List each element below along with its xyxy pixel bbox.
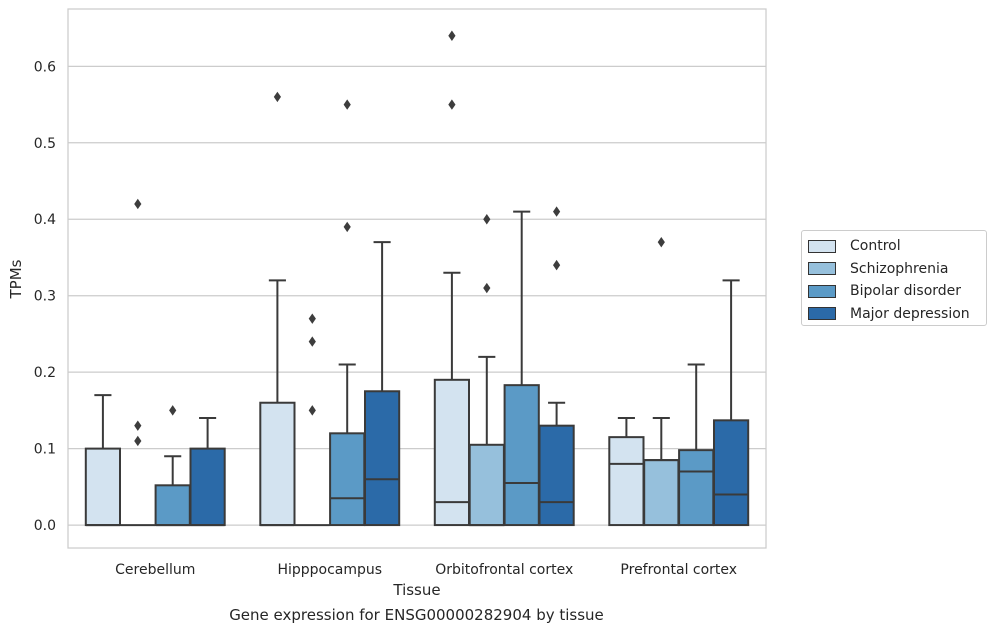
outlier-point [273,91,281,103]
outlier-point [134,198,142,210]
legend-item-control: Control [808,235,986,258]
box-major-depression-cerebellum [189,417,226,527]
legend-item-bipolar-disorder: Bipolar disorder [808,280,986,303]
y-tick-label: 0.6 [34,59,56,75]
box-body [154,484,191,527]
box-body [678,449,715,527]
box-body [329,432,366,527]
y-tick-label: 0.3 [34,289,56,305]
legend-label-control: Control [850,238,901,255]
outlier-point [448,99,456,110]
y-tick-label: 0.1 [34,442,56,458]
y-tick-label: 0.5 [34,136,56,152]
outlier-point [553,259,561,271]
legend-label-bipolar-disorder: Bipolar disorder [850,283,962,300]
x-axis-ticks: Cerebellum Hipppocampus Orbitofrontal cort… [115,562,737,578]
chart-caption: Gene expression for ENSG00000282904 by t… [229,606,604,624]
y-tick-label: 0.2 [34,365,56,381]
legend-swatch-schizophrenia [808,262,836,276]
outlier-point [308,313,316,324]
box-body [712,419,750,527]
box-control-prefrontal-cortex [608,417,645,527]
box-control-orbitofrontal-cortex [433,30,471,527]
outlier-point [308,405,316,416]
box-major-depression-prefrontal-cortex [712,279,750,527]
x-tick-label: Hipppocampus [277,562,382,578]
box-schizophrenia-cerebellum [120,198,155,527]
y-axis-title: TPMs [7,259,25,299]
outlier-point [343,221,351,233]
box-major-depression-orbitofrontal-cortex [538,206,575,527]
box-body [259,401,296,527]
box-control-cerebellum [84,394,122,527]
legend-label-schizophrenia: Schizophrenia [850,260,949,277]
box-body [503,384,540,527]
box-body [363,390,401,527]
box-bipolar-disorder-hipppocampus [329,99,366,527]
plot-frame [67,8,767,549]
legend-item-schizophrenia: Schizophrenia [808,258,986,281]
outlier-point [308,336,316,347]
legend-swatch-bipolar-disorder [808,284,836,298]
box-major-depression-hipppocampus [363,241,401,527]
box-bipolar-disorder-prefrontal-cortex [678,363,715,527]
box-bipolar-disorder-orbitofrontal-cortex [503,210,540,527]
outlier-point [169,405,177,416]
gridlines [68,65,766,526]
box-bipolar-disorder-cerebellum [154,405,191,527]
box-body [608,436,645,527]
x-tick-label: Prefrontal cortex [620,562,737,578]
x-tick-label: Cerebellum [115,562,195,578]
x-tick-label: Orbitofrontal cortex [435,562,573,578]
legend: Control Schizophrenia Bipolar disorder M… [801,230,987,326]
box-control-hipppocampus [259,91,296,527]
box-body [189,447,226,527]
legend-label-major-depression: Major depression [850,305,970,322]
box-body [84,447,122,527]
box-schizophrenia-prefrontal-cortex [643,236,680,527]
y-axis-ticks: 0.0 0.1 0.2 0.3 0.4 0.5 0.6 [34,59,56,534]
box-body [433,378,471,527]
outlier-point [448,30,456,41]
box-schizophrenia-hipppocampus [295,313,330,527]
outlier-point [553,206,561,217]
outlier-point [134,435,142,447]
outlier-point [657,236,665,248]
outlier-point [343,99,351,110]
outlier-point [134,420,142,431]
outlier-point [483,214,491,225]
box-body [468,443,505,527]
y-tick-label: 0.0 [34,518,56,534]
x-axis-title: Tissue [392,581,440,599]
legend-swatch-control [808,239,836,253]
box-schizophrenia-orbitofrontal-cortex [468,214,505,527]
legend-swatch-major-depression [808,307,836,321]
legend-item-major-depression: Major depression [808,303,986,326]
box-body [538,424,575,527]
outlier-point [483,282,491,294]
y-tick-label: 0.4 [34,212,56,228]
box-body [643,459,680,527]
boxes [84,30,750,527]
